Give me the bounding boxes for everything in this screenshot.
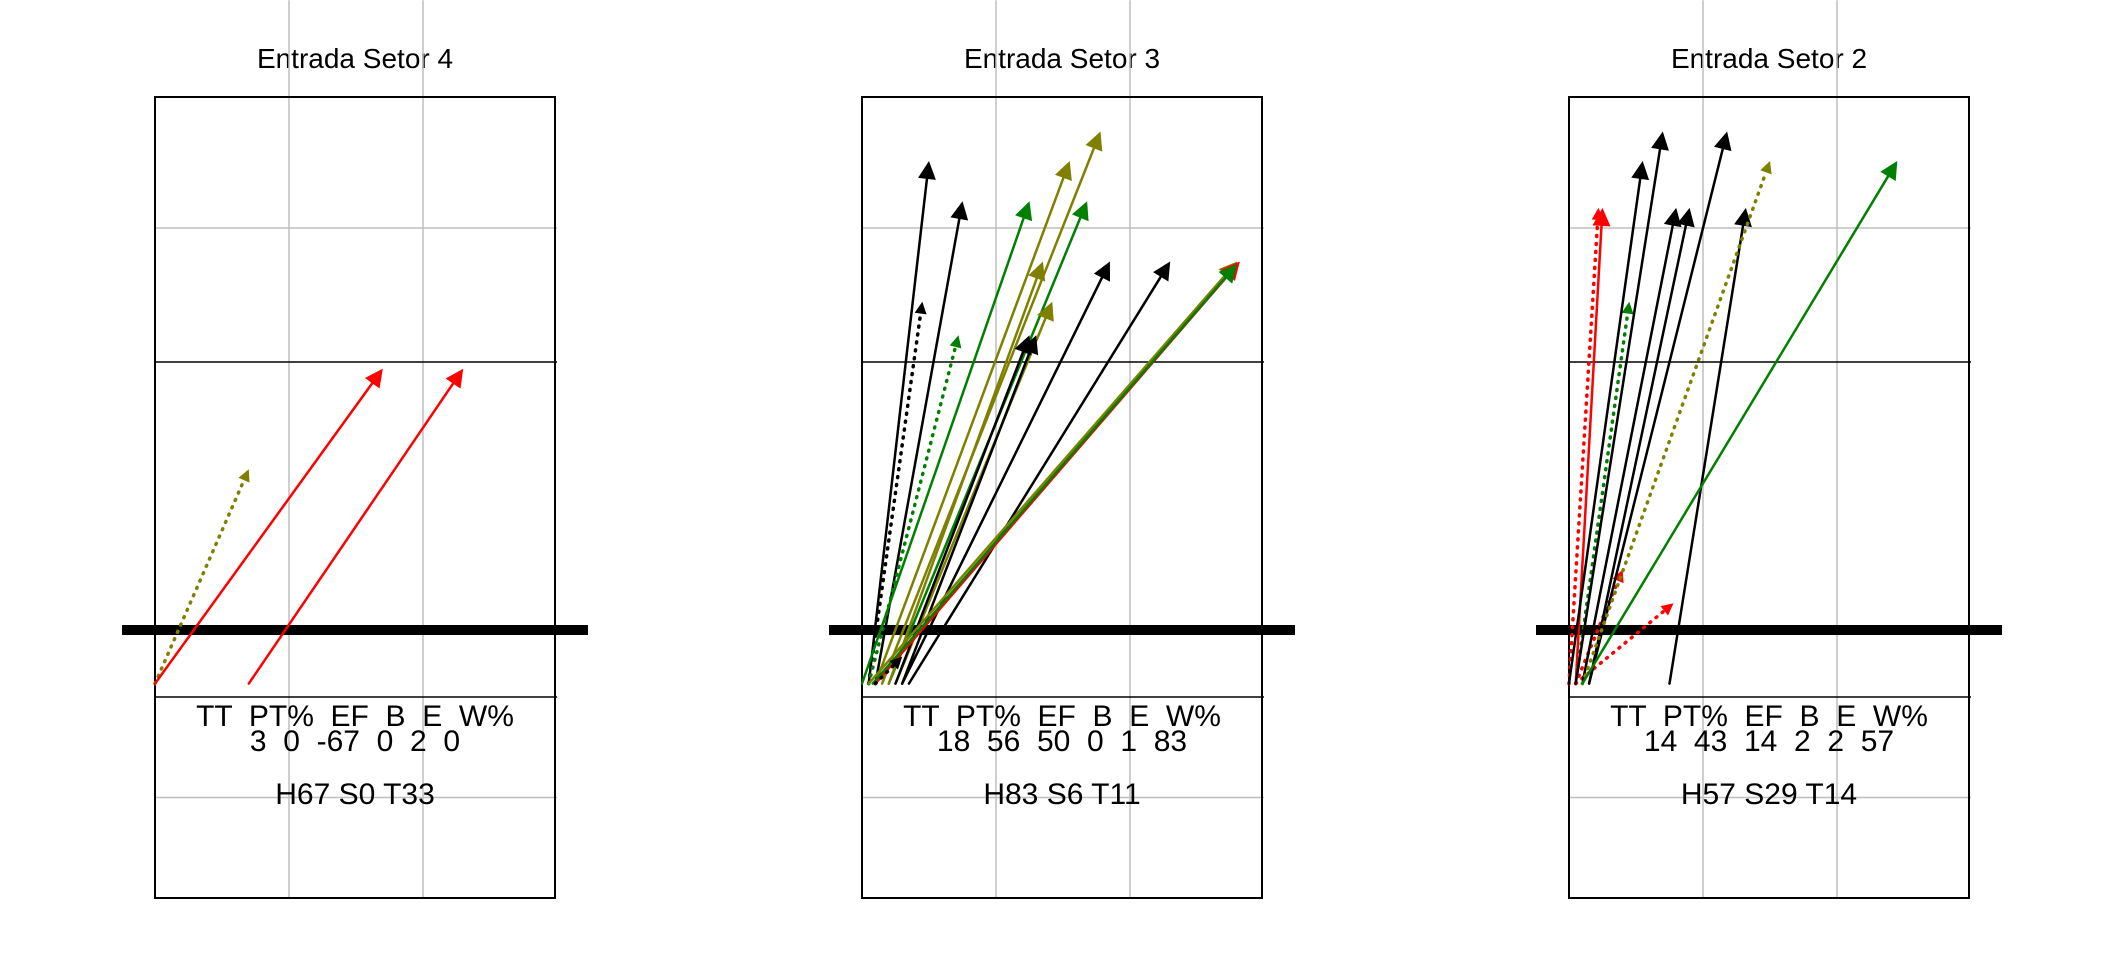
arrow-shaft (1573, 609, 1666, 686)
arrow-shaft (1573, 579, 1620, 686)
arrow-shaft (1581, 175, 1890, 685)
court-border (1568, 96, 1970, 899)
attack-arrow (860, 201, 1033, 685)
court-border (861, 96, 1263, 899)
arrow-shaft (880, 147, 1096, 685)
arrow-shaft (1567, 177, 1642, 685)
arrow-shaft (1587, 147, 1725, 685)
attack-arrow (153, 368, 383, 685)
attack-arrow (907, 261, 1171, 685)
arrow-head (445, 368, 464, 389)
arrow-head (1592, 207, 1611, 227)
attack-arrow (873, 656, 903, 686)
arrow-shaft (1580, 170, 1768, 686)
arrow-shaft (1574, 148, 1662, 685)
attack-arrow (1581, 161, 1898, 685)
arrow-shaft (907, 275, 1162, 685)
arrow-head (1021, 335, 1039, 356)
stats-values: 18 56 50 0 1 83 (937, 725, 1187, 758)
attack-arrow (247, 368, 464, 685)
code-summary: H67 S0 T33 (275, 778, 435, 811)
arrow-shaft (867, 273, 1227, 685)
arrow-head (1714, 131, 1732, 152)
attack-arrow (1580, 161, 1772, 686)
attack-arrow (880, 131, 1103, 685)
arrow-head (1621, 301, 1634, 315)
attack-arrow (866, 301, 927, 686)
arrow-layer (860, 131, 1240, 686)
arrow-head (1093, 261, 1111, 282)
code-summary: H57 S29 T14 (1681, 778, 1857, 811)
attack-arrow (1587, 207, 1695, 685)
arrow-layer (1567, 131, 1898, 686)
arrow-shaft (1581, 224, 1674, 685)
attack-arrow (1574, 131, 1669, 685)
arrow-head (1880, 161, 1898, 182)
arrow-shaft (1567, 218, 1600, 686)
attack-arrow (1587, 131, 1732, 685)
arrow-head (1663, 207, 1682, 228)
attack-arrow (1567, 161, 1650, 685)
arrow-head (1218, 264, 1238, 284)
arrow-head (1054, 161, 1072, 182)
arrow-head (1085, 131, 1103, 152)
arrow-head (1651, 131, 1669, 151)
arrow-head (917, 161, 936, 180)
arrow-shaft (153, 478, 246, 686)
panel: Entrada Setor 4 TT PT% EF B E W% 3 0 -67… (122, 0, 588, 899)
attack-arrow (867, 161, 936, 685)
attack-arrow (874, 161, 1072, 685)
arrow-head (1028, 261, 1046, 282)
attack-arrow (153, 469, 250, 686)
arrow-shaft (874, 176, 1065, 685)
arrow-head (914, 301, 927, 315)
stats-header: TT PT% EF B E W% (196, 700, 514, 733)
court-border (154, 96, 556, 899)
arrow-shaft (867, 177, 929, 685)
arrow-head (1015, 201, 1033, 222)
arrow-shaft (1587, 224, 1688, 685)
attack-arrow (866, 335, 962, 686)
arrow-head (889, 656, 903, 670)
arrow-shaft (871, 276, 1227, 685)
attack-arrow (900, 261, 1111, 685)
arrow-shaft (887, 277, 1038, 685)
arrow-head (950, 201, 969, 221)
code-summary: H83 S6 T11 (983, 778, 1140, 811)
arrow-layer (153, 368, 464, 686)
panel: Entrada Setor 3 TT PT% EF B E W% 18 56 5… (829, 0, 1295, 899)
arrow-shaft (866, 311, 923, 686)
arrow-shaft (860, 216, 1025, 685)
arrow-shaft (247, 382, 455, 685)
stats-header: TT PT% EF B E W% (1610, 700, 1928, 733)
stats-values: 14 43 14 2 2 57 (1644, 725, 1894, 758)
arrow-shaft (866, 345, 958, 686)
arrow-head (1071, 201, 1089, 222)
arrow-head (949, 335, 962, 349)
panel: Entrada Setor 2 TT PT% EF B E W% 14 43 1… (1536, 0, 2002, 899)
attack-arrow (1668, 207, 1752, 685)
arrow-shaft (900, 276, 1104, 685)
arrow-head (238, 469, 250, 483)
attack-arrow (887, 261, 1046, 685)
attack-arrow (1573, 603, 1674, 686)
attack-arrow (871, 264, 1238, 685)
arrow-head (1037, 301, 1054, 322)
stats-values: 3 0 -67 0 2 0 (250, 725, 460, 758)
arrow-head (1677, 207, 1695, 228)
court-grid (829, 0, 1295, 899)
arrow-shaft (1668, 224, 1745, 685)
court-grid (122, 0, 588, 899)
arrow-head (1153, 261, 1171, 282)
court-grid (1536, 0, 2002, 899)
arrow-head (364, 368, 383, 389)
arrow-head (1760, 161, 1772, 175)
arrow-head (1660, 603, 1674, 616)
attack-arrow (1581, 207, 1682, 685)
arrow-shaft (153, 382, 374, 685)
stats-header: TT PT% EF B E W% (903, 700, 1221, 733)
arrow-head (1631, 161, 1650, 181)
